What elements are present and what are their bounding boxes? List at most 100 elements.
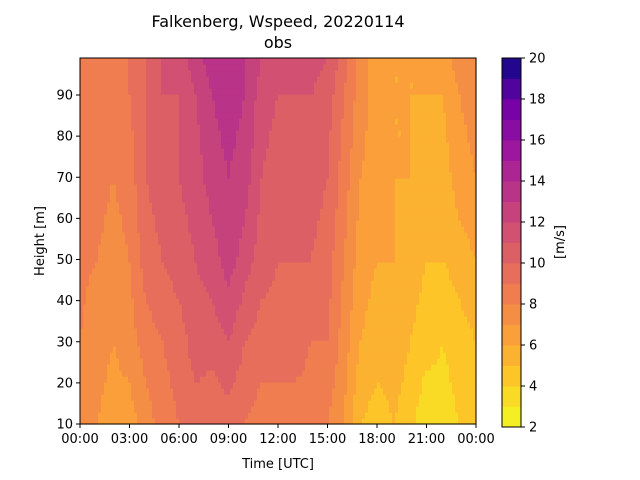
contour-cell	[119, 304, 123, 311]
contour-cell	[86, 70, 90, 77]
contour-cell	[122, 82, 126, 89]
contour-cell	[182, 418, 186, 425]
contour-cell	[176, 394, 180, 401]
contour-cell	[308, 310, 312, 317]
contour-cell	[161, 400, 165, 407]
contour-cell	[104, 100, 108, 107]
contour-cell	[218, 232, 222, 239]
contour-cell	[206, 370, 210, 377]
contour-cell	[119, 388, 123, 395]
contour-cell	[284, 70, 288, 77]
contour-cell	[122, 364, 126, 371]
contour-cell	[284, 226, 288, 233]
contour-cell	[98, 106, 102, 113]
contour-cell	[128, 280, 132, 287]
contour-cell	[302, 124, 306, 131]
contour-cell	[107, 364, 111, 371]
contour-cell	[161, 202, 165, 209]
contour-cell	[236, 58, 240, 65]
contour-cell	[305, 220, 309, 227]
contour-cell	[266, 238, 270, 245]
contour-cell	[143, 166, 147, 173]
contour-cell	[305, 358, 309, 365]
contour-cell	[299, 346, 303, 353]
contour-cell	[197, 250, 201, 257]
contour-cell	[260, 154, 264, 161]
contour-cell	[293, 250, 297, 257]
contour-cell	[116, 370, 120, 377]
contour-cell	[248, 256, 252, 263]
contour-cell	[257, 280, 261, 287]
contour-cell	[98, 340, 102, 347]
contour-cell	[266, 358, 270, 365]
contour-cell	[173, 64, 177, 71]
contour-cell	[110, 250, 114, 257]
contour-cell	[263, 136, 267, 143]
contour-cell	[251, 232, 255, 239]
contour-cell	[311, 184, 315, 191]
contour-cell	[206, 376, 210, 383]
contour-cell	[188, 130, 192, 137]
contour-cell	[218, 184, 222, 191]
contour-cell	[149, 268, 153, 275]
contour-cell	[164, 292, 168, 299]
contour-cell	[191, 316, 195, 323]
contour-cell	[248, 274, 252, 281]
contour-cell	[281, 400, 285, 407]
contour-cell	[311, 394, 315, 401]
contour-cell	[104, 232, 108, 239]
contour-cell	[305, 238, 309, 245]
contour-cell	[179, 112, 183, 119]
contour-cell	[308, 184, 312, 191]
contour-cell	[245, 250, 249, 257]
contour-cell	[227, 322, 231, 329]
contour-cell	[125, 394, 129, 401]
contour-cell	[176, 202, 180, 209]
contour-cell	[236, 334, 240, 341]
contour-cell	[107, 346, 111, 353]
contour-cell	[101, 100, 105, 107]
contour-cell	[113, 172, 117, 179]
contour-cell	[110, 376, 114, 383]
contour-cell	[110, 178, 114, 185]
contour-cell	[110, 64, 114, 71]
contour-cell	[128, 82, 132, 89]
contour-cell	[323, 340, 327, 347]
contour-cell	[146, 214, 150, 221]
contour-cell	[236, 298, 240, 305]
contour-cell	[89, 148, 93, 155]
contour-cell	[296, 232, 300, 239]
contour-cell	[230, 88, 234, 95]
contour-cell	[287, 406, 291, 413]
contour-cell	[143, 112, 147, 119]
contour-cell	[152, 202, 156, 209]
contour-cell	[215, 160, 219, 167]
contour-cell	[299, 298, 303, 305]
contour-cell	[131, 304, 135, 311]
contour-cell	[119, 310, 123, 317]
contour-cell	[203, 268, 207, 275]
contour-cell	[167, 376, 171, 383]
contour-cell	[113, 418, 117, 425]
contour-cell	[80, 154, 84, 161]
contour-cell	[86, 334, 90, 341]
contour-cell	[119, 346, 123, 353]
contour-cell	[95, 244, 99, 251]
contour-cell	[101, 262, 105, 269]
contour-cell	[320, 316, 324, 323]
contour-cell	[200, 400, 204, 407]
contour-cell	[98, 262, 102, 269]
contour-cell	[296, 226, 300, 233]
contour-cell	[236, 364, 240, 371]
contour-cell	[110, 316, 114, 323]
contour-cell	[95, 208, 99, 215]
contour-cell	[245, 220, 249, 227]
contour-cell	[149, 202, 153, 209]
contour-cell	[215, 202, 219, 209]
contour-cell	[143, 358, 147, 365]
contour-cell	[158, 106, 162, 113]
contour-cell	[89, 76, 93, 83]
contour-cell	[152, 70, 156, 77]
contour-cell	[218, 292, 222, 299]
contour-cell	[185, 184, 189, 191]
